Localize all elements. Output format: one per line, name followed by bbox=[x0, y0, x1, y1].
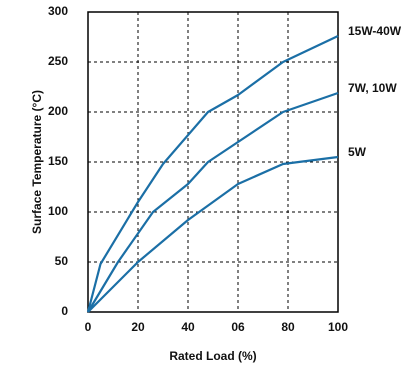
plot-frame bbox=[87, 11, 339, 313]
y-tick-label: 200 bbox=[48, 104, 68, 118]
y-tick-label: 250 bbox=[48, 54, 68, 68]
series-line bbox=[87, 155, 339, 313]
series-label: 15W-40W bbox=[348, 24, 402, 38]
series-line bbox=[87, 91, 339, 313]
y-tick-label: 150 bbox=[48, 154, 68, 168]
x-tick-label: 80 bbox=[281, 320, 295, 334]
series-label: 5W bbox=[348, 145, 367, 159]
x-axis-label: Rated Load (%) bbox=[169, 349, 256, 363]
y-tick-label: 300 bbox=[48, 4, 68, 18]
series-line bbox=[86, 35, 339, 313]
series-label: 7W, 10W bbox=[348, 81, 397, 95]
x-tick-label: 100 bbox=[328, 320, 348, 334]
x-tick-label: 40 bbox=[181, 320, 195, 334]
y-tick-label: 100 bbox=[48, 204, 68, 218]
x-tick-label: 06 bbox=[231, 320, 245, 334]
y-axis-label: Surface Temperature (°C) bbox=[30, 90, 44, 234]
y-tick-label: 0 bbox=[61, 304, 68, 318]
x-tick-label: 0 bbox=[85, 320, 92, 334]
y-tick-label: 50 bbox=[55, 254, 69, 268]
x-tick-label: 20 bbox=[131, 320, 145, 334]
